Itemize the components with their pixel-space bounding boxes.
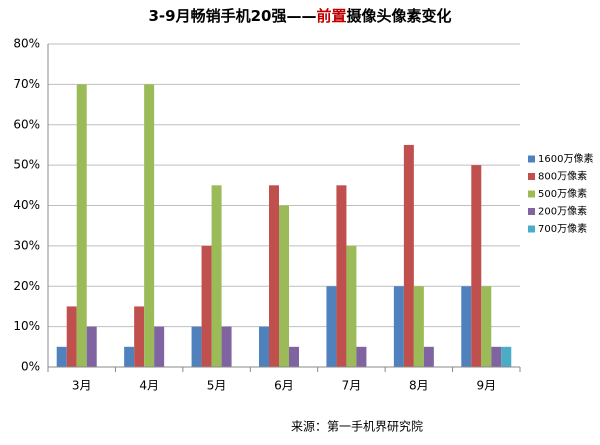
bar — [201, 245, 212, 367]
bar — [336, 185, 347, 367]
title-part: 前置 — [316, 7, 346, 25]
y-tick-label: 10% — [13, 319, 40, 333]
y-tick-label: 50% — [13, 158, 40, 172]
legend-swatch — [528, 190, 535, 198]
bar — [154, 326, 165, 367]
legend-label: 1600万像素 — [538, 152, 593, 165]
bar — [491, 346, 502, 367]
legend-label: 700万像素 — [538, 222, 587, 235]
legend-label: 800万像素 — [538, 170, 587, 183]
legend-swatch — [528, 173, 535, 180]
title-part: 3-9月畅销手机20强—— — [148, 7, 316, 25]
y-tick-label: 60% — [13, 117, 40, 131]
bar — [56, 346, 67, 367]
x-tick-label: 8月 — [409, 379, 429, 393]
bar — [501, 346, 512, 367]
legend-label: 200万像素 — [538, 205, 587, 218]
chart-title: 3-9月畅销手机20强——前置摄像头像素变化 — [148, 7, 451, 25]
bar — [211, 185, 222, 367]
x-tick-label: 5月 — [207, 379, 227, 393]
bar — [259, 326, 269, 367]
bar — [279, 205, 289, 367]
legend-label: 500万像素 — [538, 187, 587, 200]
y-tick-label: 0% — [21, 360, 40, 374]
x-tick-label: 7月 — [342, 379, 362, 393]
bar — [461, 286, 472, 367]
bar — [144, 84, 155, 367]
y-tick-label: 30% — [13, 238, 40, 252]
bar — [124, 346, 135, 367]
bar — [471, 165, 482, 367]
x-tick-label: 3月 — [72, 379, 92, 393]
x-tick-label: 9月 — [476, 379, 496, 393]
bar — [76, 84, 87, 367]
bar — [191, 326, 202, 367]
bar — [356, 346, 367, 367]
bar — [481, 286, 492, 367]
legend-swatch — [528, 155, 535, 163]
bar — [403, 144, 414, 367]
bar — [134, 306, 145, 367]
y-tick-label: 40% — [13, 198, 40, 212]
legend-swatch — [528, 225, 535, 233]
source-note: 来源：第一手机界研究院 — [291, 419, 423, 434]
bar — [423, 346, 434, 367]
y-tick-label: 70% — [13, 77, 40, 91]
bar — [269, 185, 279, 367]
bar — [289, 346, 299, 367]
y-tick-label: 20% — [13, 279, 40, 293]
title-part: 摄像头像素变化 — [346, 7, 451, 25]
bar — [86, 326, 97, 367]
bar — [393, 286, 404, 367]
bar — [66, 306, 77, 367]
bar — [413, 286, 424, 367]
bar — [221, 326, 232, 367]
bar — [326, 286, 337, 367]
x-tick-label: 6月 — [274, 379, 294, 393]
legend-swatch — [528, 208, 535, 215]
bar — [346, 245, 357, 367]
x-tick-label: 4月 — [139, 379, 159, 393]
y-tick-label: 80% — [13, 37, 40, 51]
